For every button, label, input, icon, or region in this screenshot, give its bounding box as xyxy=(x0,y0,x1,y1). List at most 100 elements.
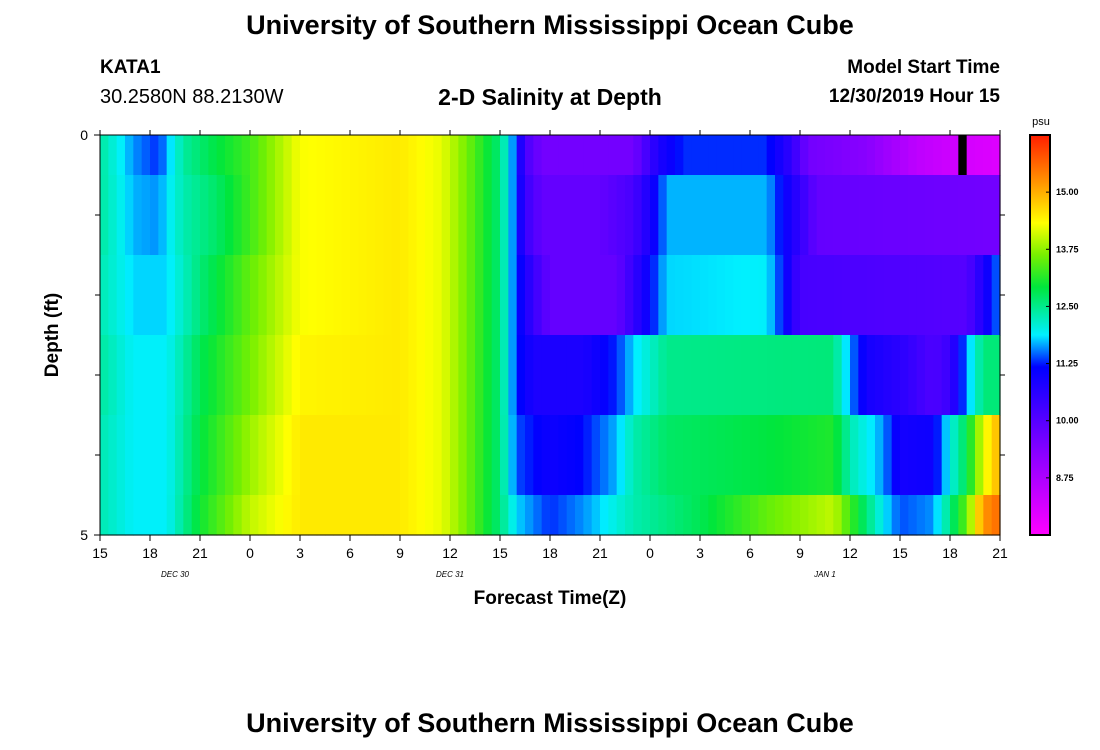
heatmap-cell xyxy=(900,415,909,496)
heatmap-cell xyxy=(525,175,534,256)
heatmap-cell xyxy=(325,175,334,256)
heatmap-cell xyxy=(191,255,201,336)
heatmap-cell xyxy=(175,495,184,536)
heatmap-cell xyxy=(841,335,851,416)
heatmap-cell xyxy=(258,495,268,536)
heatmap-cell xyxy=(150,255,159,336)
heatmap-cell xyxy=(516,335,526,416)
heatmap-cell xyxy=(575,335,584,416)
heatmap-cell xyxy=(691,335,701,416)
heatmap-cell xyxy=(216,255,226,336)
heatmap-cell xyxy=(316,415,326,496)
heatmap-cell xyxy=(558,175,568,256)
heatmap-cell xyxy=(158,135,168,176)
heatmap-cell xyxy=(608,255,618,336)
heatmap-cell xyxy=(833,415,843,496)
heatmap-cell xyxy=(125,255,134,336)
heatmap-cell xyxy=(808,415,818,496)
heatmap-cell xyxy=(658,335,668,416)
heatmap-cell xyxy=(266,495,276,536)
heatmap-cell xyxy=(233,255,243,336)
heatmap-cell xyxy=(566,255,576,336)
heatmap-cell xyxy=(941,495,951,536)
heatmap-cell xyxy=(508,135,518,176)
heatmap-cell xyxy=(116,135,126,176)
heatmap-cell xyxy=(275,175,284,256)
heatmap-cell xyxy=(700,495,709,536)
heatmap-cell xyxy=(625,135,634,176)
heatmap-cell xyxy=(166,255,176,336)
heatmap-cell xyxy=(616,495,626,536)
heatmap-cell xyxy=(591,335,601,416)
heatmap-cell xyxy=(900,335,909,416)
heatmap-cell xyxy=(483,415,493,496)
heatmap-cell xyxy=(683,175,693,256)
heatmap-cell xyxy=(550,415,559,496)
heatmap-cell xyxy=(358,335,368,416)
heatmap-cell xyxy=(300,135,309,176)
heatmap-cell xyxy=(941,335,951,416)
heatmap-cell xyxy=(616,255,626,336)
heatmap-cell xyxy=(600,335,609,416)
heatmap-cell xyxy=(166,135,176,176)
heatmap-cell xyxy=(608,135,618,176)
heatmap-cell xyxy=(483,135,493,176)
heatmap-cell xyxy=(466,495,476,536)
heatmap-cell xyxy=(591,135,601,176)
heatmap-cell xyxy=(716,335,726,416)
heatmap-cell xyxy=(266,255,276,336)
heatmap-cell xyxy=(675,415,684,496)
heatmap-cell xyxy=(500,415,509,496)
heatmap-cell xyxy=(508,335,518,416)
heatmap-cell xyxy=(950,415,959,496)
heatmap-cell xyxy=(225,335,234,416)
heatmap-cell xyxy=(783,255,793,336)
heatmap-cell xyxy=(791,255,801,336)
heatmap-cell xyxy=(708,335,718,416)
heatmap-cell xyxy=(183,135,193,176)
heatmap-cell xyxy=(108,495,118,536)
heatmap-cell xyxy=(541,335,551,416)
heatmap-cell xyxy=(883,255,893,336)
heatmap-cell xyxy=(283,175,293,256)
heatmap-cell xyxy=(150,495,159,536)
heatmap-cell xyxy=(808,495,818,536)
heatmap-cell xyxy=(850,335,859,416)
heatmap-cell xyxy=(975,495,984,536)
heatmap-cell xyxy=(541,495,551,536)
heatmap-cell xyxy=(808,175,818,256)
heatmap-cell xyxy=(300,255,309,336)
heatmap-cell xyxy=(408,175,418,256)
heatmap-cell xyxy=(283,135,293,176)
heatmap-cell xyxy=(241,415,251,496)
heatmap-cell xyxy=(375,175,384,256)
heatmap-cell xyxy=(575,255,584,336)
heatmap-cell xyxy=(458,175,468,256)
heatmap-cell xyxy=(466,175,476,256)
heatmap-cell xyxy=(983,415,993,496)
heatmap-cell xyxy=(141,335,151,416)
heatmap-cell xyxy=(641,335,651,416)
heatmap-cell xyxy=(616,135,626,176)
heatmap-cell xyxy=(566,335,576,416)
heatmap-cell xyxy=(308,175,318,256)
heatmap-cell xyxy=(525,335,534,416)
heatmap-cell xyxy=(700,335,709,416)
heatmap-cell xyxy=(283,335,293,416)
heatmap-cell xyxy=(625,495,634,536)
heatmap-cell xyxy=(200,175,209,256)
heatmap-cell xyxy=(900,135,909,176)
heatmap-cell xyxy=(666,175,676,256)
heatmap-cell xyxy=(841,255,851,336)
heatmap-cell xyxy=(208,335,218,416)
heatmap-cell xyxy=(325,255,334,336)
heatmap-cell xyxy=(141,175,151,256)
heatmap-cell xyxy=(275,255,284,336)
heatmap-cell xyxy=(133,495,143,536)
heatmap-cell xyxy=(358,495,368,536)
heatmap-cell xyxy=(500,495,509,536)
heatmap-cell xyxy=(341,335,351,416)
heatmap-cell xyxy=(991,415,1001,496)
x-tick-label: 12 xyxy=(842,545,858,561)
